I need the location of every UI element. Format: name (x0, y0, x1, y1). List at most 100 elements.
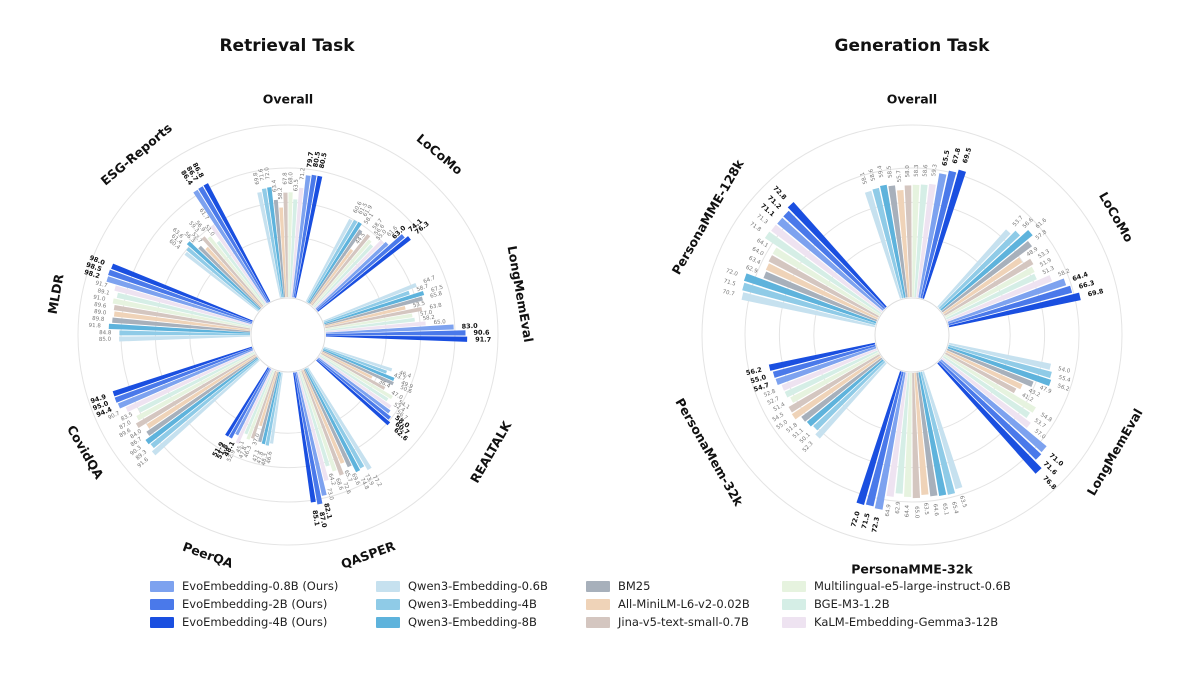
value-label: 37.0 (252, 432, 261, 446)
value-label: 79.7 (305, 151, 315, 168)
value-label: 47.0 (390, 390, 404, 401)
bar-realtalk-2 (322, 349, 395, 382)
bar-esg-reports-2 (186, 241, 261, 310)
legend-swatch (586, 580, 610, 592)
bar-longmemeval-10 (938, 360, 1042, 460)
value-label: 53.5 (412, 301, 426, 310)
value-label: 45.1 (236, 440, 246, 454)
bar-longmemeval-1 (948, 344, 1052, 379)
bar-longmemeval-0 (323, 282, 417, 322)
bar-covidqa-6 (136, 352, 256, 421)
value-label: 63.5 (293, 179, 300, 192)
bar-longmemeval-3 (324, 296, 424, 326)
bar-overall-5 (904, 185, 912, 298)
value-label: 58.2 (422, 315, 435, 322)
bar-realtalk-9 (317, 357, 391, 414)
bar-peerqa-3 (258, 371, 279, 443)
value-label: 51.9 (1039, 257, 1053, 268)
value-label: 64.0 (751, 246, 765, 257)
legend-swatch (586, 598, 610, 610)
legend-label: KaLM-Embedding-Gemma3-12B (814, 615, 999, 629)
bar-qasper-4 (302, 369, 345, 464)
bar-overall-5 (283, 192, 288, 298)
value-label: 47.8 (256, 451, 265, 465)
legend-item: BM25 (586, 577, 782, 595)
value-label: 71.6 (258, 168, 266, 182)
value-label: 58.6 (868, 168, 877, 182)
bar-overall-9 (292, 175, 311, 298)
value-label: 55.4 (1058, 375, 1072, 384)
bar-covidqa-1 (150, 358, 259, 449)
value-label: 72.0 (264, 166, 272, 179)
bar-mldr-9 (106, 276, 252, 325)
bar-realtalk-8 (318, 356, 392, 409)
bar-esg-reports-8 (210, 224, 267, 305)
value-label: 65.0 (433, 319, 446, 326)
bar-longmemeval-5 (325, 306, 423, 329)
bar-peerqa-10 (228, 367, 270, 439)
bar-longmemeval-5 (945, 352, 1017, 394)
bar-longmemeval-6 (325, 313, 413, 330)
value-label: 41.2 (1021, 392, 1035, 403)
value-label: 36.4 (377, 379, 391, 390)
legend-swatch (150, 580, 174, 592)
value-label: 56.2 (1057, 383, 1071, 393)
bar-personamme-32k-0 (922, 371, 963, 490)
grid-ring (77, 124, 499, 546)
legend-swatch (376, 616, 400, 628)
bar-overall-11 (922, 169, 966, 299)
bar-locomo-4 (310, 248, 354, 305)
bar-realtalk-10 (317, 358, 391, 420)
bar-locomo-0 (937, 229, 1011, 308)
value-label: 58.0 (905, 165, 911, 178)
bar-personamme-32k-10 (865, 371, 904, 507)
value-label: 65.7 (343, 469, 354, 483)
bar-esg-reports-9 (193, 189, 268, 304)
value-label: 65.8 (430, 291, 444, 300)
value-label: 84.0 (129, 428, 143, 440)
value-label: 56.2 (745, 366, 762, 377)
value-label: 89.6 (119, 427, 133, 439)
legend-item: EvoEmbedding-2B (Ours) (150, 595, 376, 613)
legend-item: Qwen3-Embedding-8B (376, 613, 586, 631)
bar-personamme-32k-1 (920, 371, 956, 495)
bar-esg-reports-3 (198, 245, 262, 309)
bar-personamem-32k-9 (775, 346, 877, 385)
value-label: 47.8 (238, 445, 248, 459)
category-label-locomo: LoCoMo (414, 131, 466, 178)
bar-locomo-6 (312, 239, 372, 307)
bar-locomo-8 (314, 239, 384, 309)
category-label-personamme-128k: PersonaMME-128k (669, 156, 747, 277)
bar-personamme-32k-11 (856, 371, 902, 505)
bar-locomo-7 (313, 244, 374, 308)
value-label: 63.5 (958, 495, 967, 509)
bar-esg-reports-11 (203, 183, 271, 302)
bar-mldr-4 (113, 311, 251, 331)
bar-mldr-8 (114, 285, 252, 326)
category-label-esg-reports: ESG-Reports (98, 120, 175, 188)
bar-peerqa-8 (235, 369, 273, 444)
value-label: 72.0 (725, 268, 739, 278)
bar-overall-0 (257, 191, 282, 298)
value-label: 51.3 (1042, 265, 1056, 276)
bar-locomo-8 (946, 275, 1053, 322)
bar-peerqa-4 (259, 371, 278, 427)
value-label: 76.8 (1041, 474, 1058, 492)
value-label: 84.8 (99, 330, 112, 336)
bar-qasper-2 (304, 368, 361, 473)
bar-covidqa-3 (146, 356, 258, 436)
category-label-realtalk: REALTALK (467, 417, 515, 485)
bar-realtalk-1 (323, 347, 388, 374)
value-label: 54.1 (397, 400, 411, 411)
bar-mldr-5 (113, 305, 251, 330)
value-label: 69.5 (961, 146, 973, 164)
value-label: 54.5 (772, 412, 786, 424)
bar-locomo-9 (947, 278, 1067, 324)
bar-personamme-128k-6 (772, 247, 881, 316)
bar-longmemeval-9 (325, 324, 454, 334)
value-label: 89.6 (94, 302, 108, 310)
legend-item: Qwen3-Embedding-4B (376, 595, 586, 613)
legend-label: Multilingual-e5-large-instruct-0.6B (814, 579, 1011, 593)
legend-label: Qwen3-Embedding-8B (408, 615, 537, 629)
bar-qasper-1 (306, 367, 365, 469)
